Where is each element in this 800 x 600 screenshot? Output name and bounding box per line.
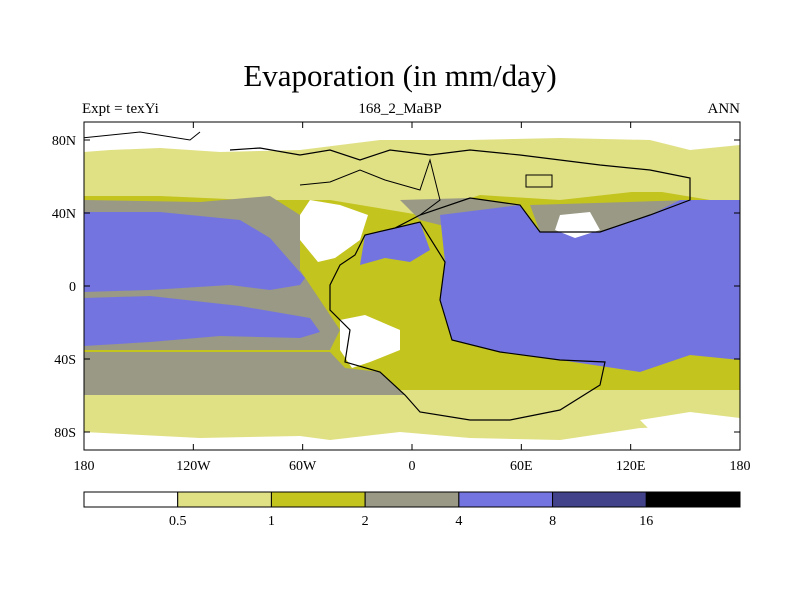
inland-lake [525,174,553,188]
map-title: Evaporation (in mm/day) [243,58,557,93]
arctic-island-coast [84,131,201,141]
longitude-axis: 180 120W 60W 0 60E 120E 180 [74,122,751,474]
colorbar-swatch [364,491,460,508]
colorbar-swatch [645,491,741,508]
colorbar: 0.5 1 2 4 8 16 [83,491,741,529]
season-label: ANN [707,101,741,117]
colorbar-label: 2 [362,514,369,529]
colorbar-label: 8 [549,514,556,529]
lon-tick-label: 0 [409,459,416,474]
antarctic-low [84,425,740,450]
lon-tick-label: 60E [510,459,533,474]
colorbar-swatch [552,491,647,508]
south-pacific-blue [84,296,320,346]
lon-tick-label: 180 [730,459,751,474]
lon-tick-label: 180 [74,459,95,474]
colorbar-label: 1 [268,514,275,529]
southern-grey [84,352,405,395]
lat-tick-label: 40S [54,353,76,368]
southeast-low [640,412,740,440]
latitude-axis: 80N 40N 0 40S 80S [52,134,740,441]
proto-atlantic-blue [360,222,430,265]
lat-tick-label: 0 [69,280,76,295]
laurasia-desert [300,200,368,262]
tethys-ocean-blue [440,200,740,372]
colorbar-swatch [458,491,554,508]
lat-tick-label: 80N [52,134,76,149]
experiment-label: Expt = texYi [82,101,159,117]
evaporation-field [84,122,740,450]
gondwana-desert [340,315,400,368]
colorbar-swatch [270,491,366,508]
pangaea-coastline [229,147,691,421]
lon-tick-label: 60W [289,459,317,474]
north-pacific-blue [84,212,305,292]
lon-tick-label: 120W [176,459,211,474]
colorbar-label: 0.5 [169,514,187,529]
case-label: 168_2_MaBP [358,101,442,117]
arctic-low [84,122,740,152]
inner-coast [299,158,441,216]
colorbar-label: 4 [455,514,462,529]
lat-tick-label: 80S [54,426,76,441]
lon-tick-label: 120E [616,459,646,474]
colorbar-swatch [83,491,179,508]
colorbar-label: 16 [639,514,653,529]
lat-tick-label: 40N [52,207,76,222]
colorbar-swatch [177,491,272,508]
